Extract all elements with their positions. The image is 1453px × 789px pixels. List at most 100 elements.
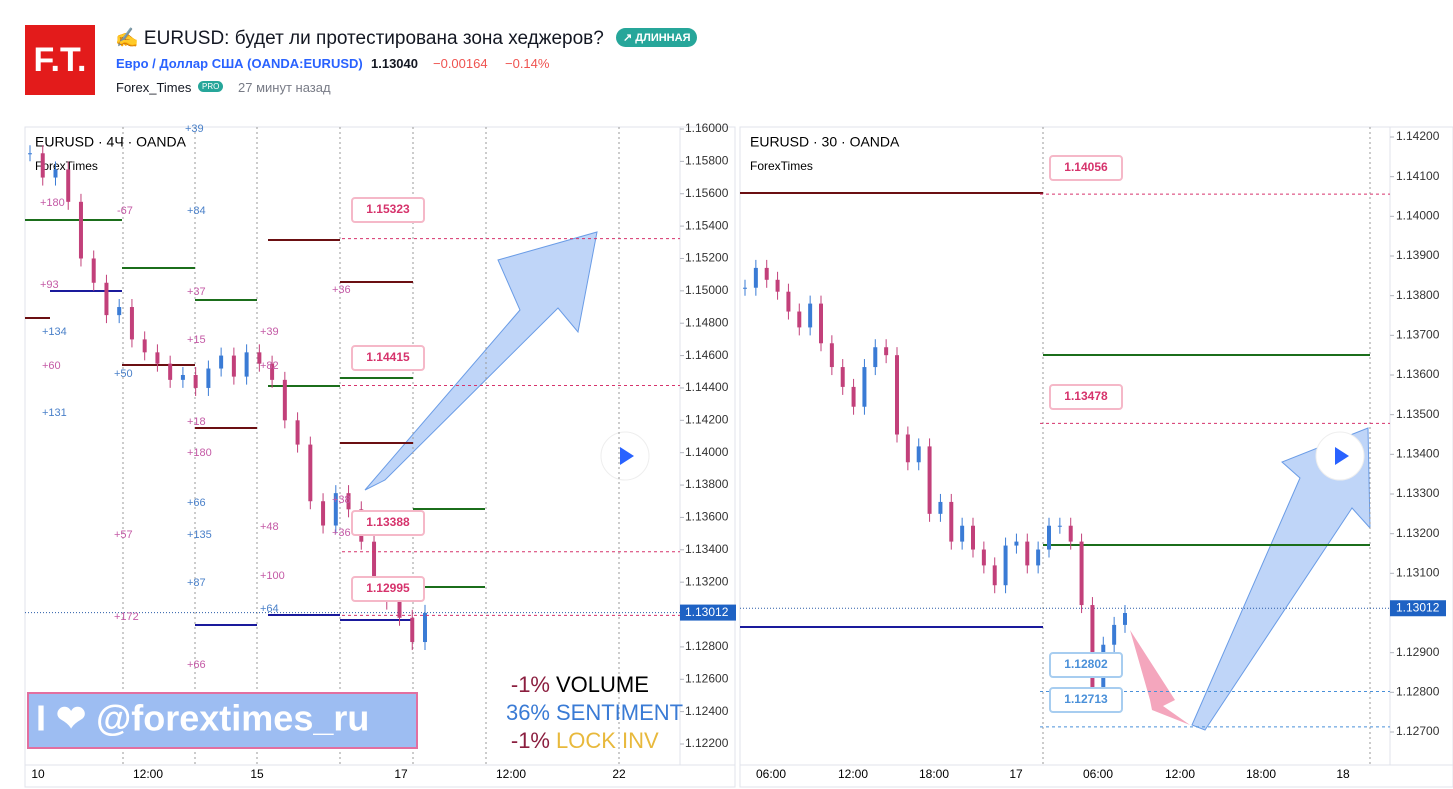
level-mark: +82 xyxy=(260,360,279,372)
candle xyxy=(743,287,747,289)
y-tick-label: 1.14600 xyxy=(685,348,729,362)
candle xyxy=(117,307,122,316)
arrow xyxy=(1130,630,1190,725)
candle xyxy=(66,169,71,202)
x-tick-label: 17 xyxy=(394,767,408,781)
candle xyxy=(1047,525,1051,550)
price: 1.13040 xyxy=(371,56,418,71)
idea-title[interactable]: ✍ EURUSD: будет ли протестирована зона х… xyxy=(115,28,604,49)
candle xyxy=(862,367,867,407)
candle xyxy=(808,303,813,328)
x-tick-label: 15 xyxy=(250,767,264,781)
callout-box xyxy=(351,345,425,371)
level-mark: +60 xyxy=(42,360,61,372)
logo: F.T. xyxy=(25,25,95,95)
y-tick-label: 1.15600 xyxy=(685,186,729,200)
candle xyxy=(219,355,224,369)
author[interactable]: Forex_Times xyxy=(116,80,192,95)
banner xyxy=(27,692,418,749)
candle xyxy=(1112,624,1117,645)
y-tick-label: 1.14000 xyxy=(685,445,729,459)
level-mark: +131 xyxy=(42,407,67,419)
callout-label: 1.12802 xyxy=(1064,657,1108,671)
y-tick-label: 1.13600 xyxy=(685,510,729,524)
candle xyxy=(168,363,173,380)
candle xyxy=(905,434,910,463)
candle xyxy=(28,153,32,155)
candle xyxy=(938,501,943,514)
y-tick-label: 1.13100 xyxy=(1396,566,1440,580)
candle xyxy=(1079,541,1084,606)
candle xyxy=(155,352,160,364)
candle xyxy=(1057,525,1062,527)
level-mark: +50 xyxy=(114,368,133,380)
x-tick-label: 12:00 xyxy=(133,767,163,781)
y-tick-label: 1.12200 xyxy=(685,736,729,750)
candle xyxy=(797,311,802,328)
candle xyxy=(851,386,856,407)
candle xyxy=(819,303,823,344)
candle xyxy=(372,541,377,591)
level-mark: +36 xyxy=(332,527,351,539)
candle xyxy=(295,420,300,445)
change: −0.00164 xyxy=(433,56,488,71)
current-price-label: 1.13012 xyxy=(685,605,729,619)
candle xyxy=(410,617,415,643)
candle xyxy=(333,493,338,526)
callout-label: 1.13478 xyxy=(1064,389,1108,403)
candle xyxy=(91,258,96,283)
badge: ↗ ДЛИННАЯ xyxy=(616,28,698,47)
x-tick-label: 12:00 xyxy=(838,767,868,781)
x-tick-label: 18:00 xyxy=(1246,767,1276,781)
candle xyxy=(949,501,954,542)
chart-title: EURUSD · 30 · OANDA xyxy=(750,134,900,150)
callout-label: 1.13388 xyxy=(366,515,410,529)
stat-pct: -1% xyxy=(511,728,550,753)
callout-label: 1.14056 xyxy=(1064,160,1108,174)
y-tick-label: 1.14000 xyxy=(1396,209,1440,223)
y-tick-label: 1.14400 xyxy=(685,380,729,394)
level-mark: +172 xyxy=(114,611,139,623)
candle xyxy=(895,355,899,435)
right-frame xyxy=(739,126,1453,788)
candle xyxy=(1090,605,1095,689)
current-price-tag xyxy=(1390,600,1446,617)
y-tick-label: 1.13500 xyxy=(1396,407,1440,421)
play-icon xyxy=(620,447,634,465)
y-tick-label: 1.12800 xyxy=(1396,685,1440,699)
candle xyxy=(397,601,402,618)
candle xyxy=(884,347,889,356)
x-tick-label: 12:00 xyxy=(496,767,526,781)
candle xyxy=(840,367,845,387)
x-tick-label: 12:00 xyxy=(1165,767,1195,781)
y-tick-label: 1.12400 xyxy=(685,704,729,718)
level-mark: +66 xyxy=(187,497,206,509)
y-tick-label: 1.14200 xyxy=(685,412,729,426)
y-tick-label: 1.15400 xyxy=(685,218,729,232)
level-mark: +48 xyxy=(260,521,279,533)
stat-pct: 36% xyxy=(506,700,550,725)
y-tick-label: 1.13300 xyxy=(1396,486,1440,500)
y-tick-label: 1.12900 xyxy=(1396,645,1440,659)
y-tick-label: 1.13800 xyxy=(1396,288,1440,302)
level-mark: +57 xyxy=(114,529,133,541)
y-tick-label: 1.13700 xyxy=(1396,328,1440,342)
author-badge: PRO xyxy=(198,81,224,92)
x-tick-label: 06:00 xyxy=(756,767,786,781)
change-pct: −0.14% xyxy=(505,56,550,71)
arrow xyxy=(1191,427,1371,731)
symbol-link[interactable]: Евро / Доллар США (OANDA:EURUSD) xyxy=(116,56,363,71)
level-mark: +39 xyxy=(260,326,279,338)
callout-box xyxy=(1049,384,1123,410)
y-tick-label: 1.15200 xyxy=(685,251,729,265)
level-mark: +180 xyxy=(187,447,212,459)
level-mark: +135 xyxy=(187,529,212,541)
banner-text: I ❤ @forextimes_ru xyxy=(36,698,369,739)
callout-box xyxy=(351,197,425,223)
play-icon xyxy=(1335,447,1349,465)
candle xyxy=(753,267,758,288)
callout-box xyxy=(351,510,425,536)
callout-label: 1.12713 xyxy=(1064,692,1108,706)
left-frame xyxy=(24,126,736,788)
